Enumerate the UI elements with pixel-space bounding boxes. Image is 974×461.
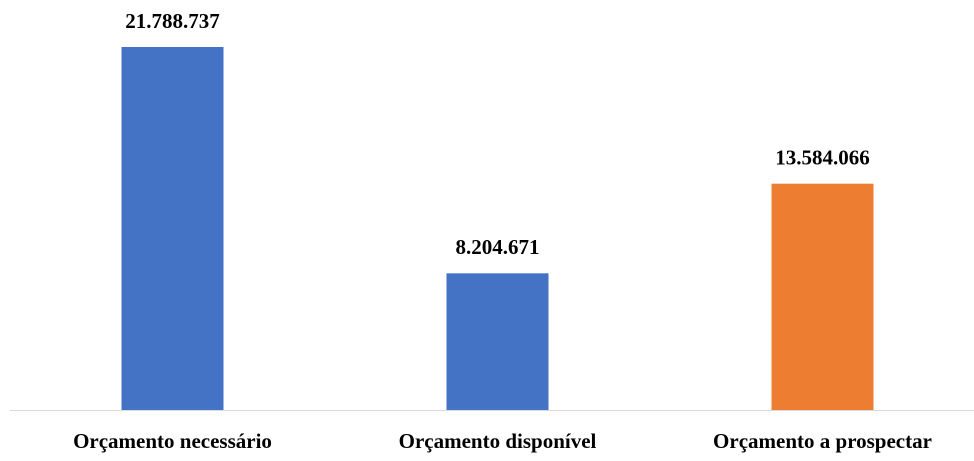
bar	[446, 273, 549, 410]
value-label: 8.204.671	[456, 235, 540, 259]
x-tick-label: Orçamento necessário	[73, 429, 272, 453]
x-tick-label: Orçamento disponível	[399, 429, 597, 453]
value-label: 21.788.737	[125, 9, 220, 33]
value-label: 13.584.066	[775, 146, 870, 170]
bar	[771, 183, 874, 410]
bar	[121, 47, 224, 410]
x-tick-label: Orçamento a prospectar	[713, 429, 932, 453]
